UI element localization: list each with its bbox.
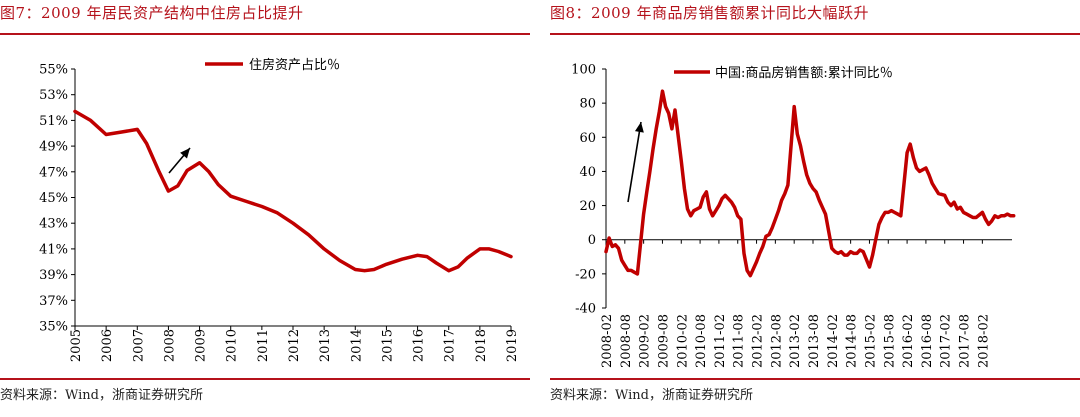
x-tick-label: 2013-08 (807, 314, 822, 368)
x-tick-label: 2016-02 (901, 314, 916, 368)
y-tick-label: 53% (39, 88, 68, 103)
x-tick-label: 2019 (505, 329, 520, 362)
x-tick-label: 2013 (318, 329, 333, 362)
x-tick-label: 2011 (256, 329, 271, 362)
source-divider (550, 378, 1080, 380)
x-tick-label: 2010-08 (694, 314, 709, 368)
x-tick-label: 2005 (69, 329, 84, 362)
y-tick-label: 43% (39, 217, 68, 232)
x-tick-label: 2014-02 (826, 314, 841, 368)
figure-title: 图7：2009 年居民资产结构中住房占比提升 (0, 4, 304, 22)
x-tick-label: 2016-08 (920, 314, 935, 368)
series-line (73, 109, 513, 273)
figure-8-panel: 图8：2009 年商品房销售额累计同比大幅跃升 -40 -20 0 20 40 60 80 1… (550, 0, 1080, 417)
x-tick-label: 2008-02 (600, 314, 615, 368)
legend-label: 住房资产占比％ (249, 57, 340, 73)
x-tick-label: 2015-08 (882, 314, 897, 368)
y-tick-label: 39% (39, 268, 68, 283)
x-tick-label: 2009 (194, 329, 209, 362)
x-tick-label: 2012 (287, 329, 302, 362)
y-tick-label: 41% (39, 242, 68, 257)
y-tick-label: 100 (571, 63, 596, 78)
y-tick-label: 35% (39, 320, 68, 335)
y-tick-label: 47% (39, 165, 68, 180)
y-tick-label: 37% (39, 294, 68, 309)
y-tick-label: 49% (39, 140, 68, 155)
x-tick-label: 2018-02 (976, 314, 991, 368)
y-tick-label: -40 (575, 302, 596, 317)
x-tick-label: 2014-08 (845, 314, 860, 368)
y-tick-label: 51% (39, 114, 68, 129)
annotation-arrow-shaft (627, 121, 642, 203)
series-line (604, 89, 1016, 278)
housing-asset-share-chart: 35% 37% 39% 41% 43% 45% 47% 49% 51% 53% 55% 2005 200… (39, 57, 520, 362)
annotation-arrow-head (180, 148, 190, 159)
y-tick-label: 45% (39, 191, 68, 206)
x-tick-label: 2014 (349, 329, 364, 362)
source-note: 资料来源：Wind，浙商证券研究所 (550, 388, 753, 403)
x-tick-label: 2011-08 (732, 314, 747, 368)
y-tick-label: 0 (588, 233, 596, 248)
x-tick-label: 2017-02 (939, 314, 954, 368)
x-tick-label: 2009-02 (638, 314, 653, 368)
figure-title: 图8：2009 年商品房销售额累计同比大幅跃升 (550, 4, 869, 22)
x-tick-label: 2008-08 (619, 314, 634, 368)
source-divider (0, 378, 530, 380)
x-tick-label: 2015 (380, 329, 395, 362)
x-tick-label: 2011-02 (713, 314, 728, 368)
y-tick-label: -20 (575, 267, 596, 282)
x-tick-label: 2012-08 (769, 314, 784, 368)
annotation-arrow-head (634, 122, 644, 133)
x-tick-label: 2010 (225, 329, 240, 362)
source-note: 资料来源：Wind，浙商证券研究所 (0, 388, 203, 403)
x-tick-label: 2015-02 (863, 314, 878, 368)
y-tick-label: 20 (579, 199, 596, 214)
x-tick-label: 2012-02 (751, 314, 766, 368)
title-divider (0, 33, 530, 35)
x-tick-label: 2010-02 (675, 314, 690, 368)
y-tick-label: 60 (579, 131, 596, 146)
figure-7-panel: 图7：2009 年居民资产结构中住房占比提升 35% 37% 39% 41% 43% 45… (0, 0, 530, 417)
y-tick-label: 55% (39, 63, 68, 78)
y-tick-label: 80 (579, 97, 596, 112)
y-tick-label: 40 (579, 165, 596, 180)
legend-label: 中国:商品房销售额:累计同比％ (715, 65, 893, 81)
x-tick-label: 2007 (131, 329, 146, 362)
x-tick-label: 2017 (443, 329, 458, 362)
x-tick-label: 2013-02 (788, 314, 803, 368)
title-divider (550, 33, 1080, 35)
x-tick-label: 2008 (162, 329, 177, 362)
x-tick-label: 2009-08 (656, 314, 671, 368)
x-tick-label: 2017-08 (958, 314, 973, 368)
x-tick-label: 2006 (100, 329, 115, 362)
x-tick-label: 2018 (474, 329, 489, 362)
x-tick-label: 2016 (412, 329, 427, 362)
